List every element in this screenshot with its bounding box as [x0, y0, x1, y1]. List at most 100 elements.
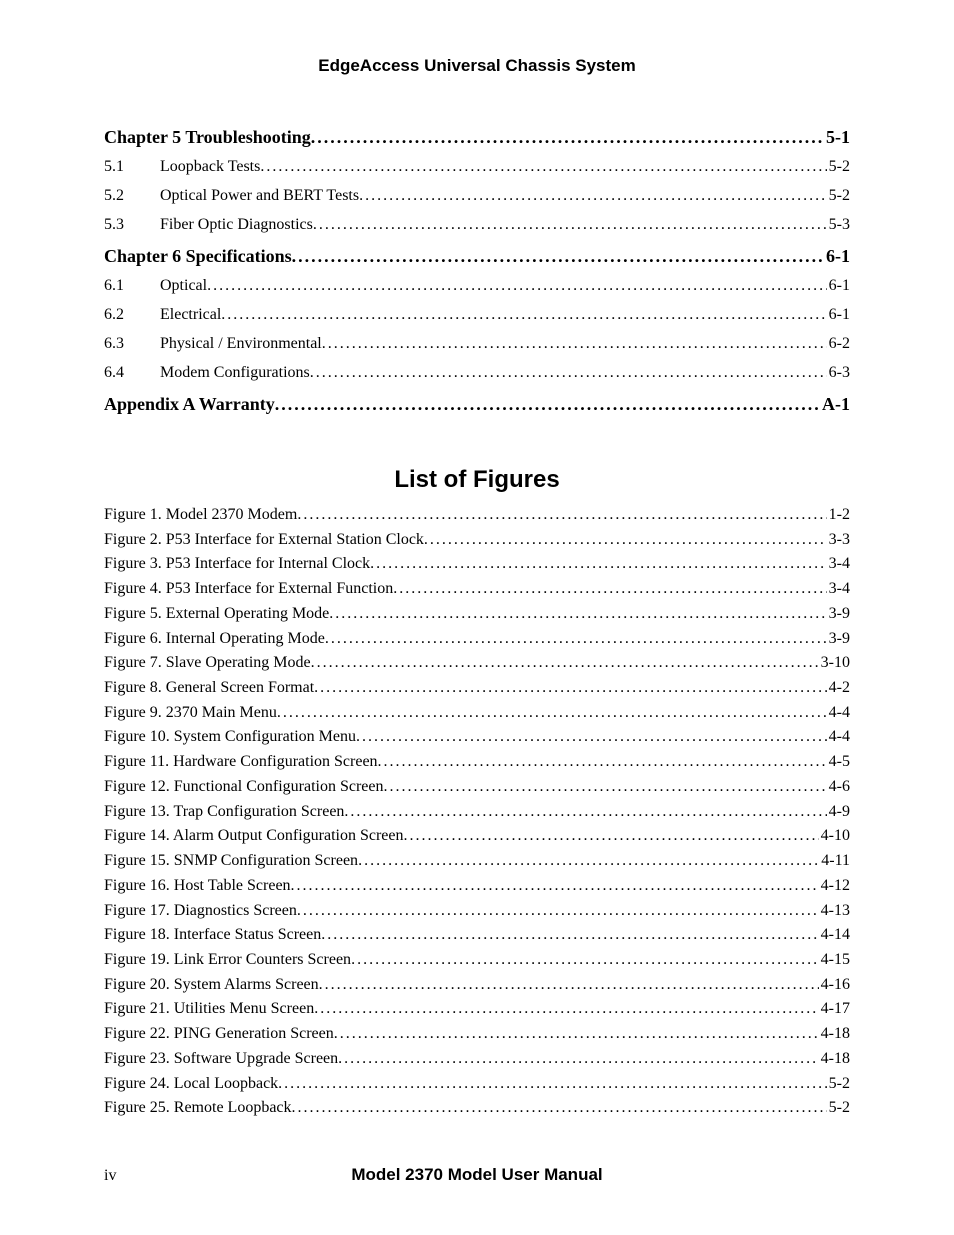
toc-chapter-page: 6-1 — [824, 243, 850, 270]
figure-row: Figure 12. Functional Configuration Scre… — [104, 776, 850, 799]
figure-label: Figure 23. Software Upgrade Screen — [104, 1048, 338, 1071]
figure-label: Figure 1. Model 2370 Modem — [104, 504, 297, 527]
toc-leader-dots — [311, 124, 824, 151]
figure-row: Figure 11. Hardware Configuration Screen… — [104, 751, 850, 774]
toc-item-label: Fiber Optic Diagnostics — [160, 213, 313, 237]
figure-label: Figure 22. PING Generation Screen — [104, 1023, 334, 1046]
figure-label: Figure 2. P53 Interface for External Sta… — [104, 529, 424, 552]
figure-row: Figure 4. P53 Interface for External Fun… — [104, 578, 850, 601]
figure-row: Figure 10. System Configuration Menu4-4 — [104, 726, 850, 749]
figure-label: Figure 19. Link Error Counters Screen — [104, 949, 351, 972]
figure-leader-dots — [297, 504, 826, 527]
figure-label: Figure 12. Functional Configuration Scre… — [104, 776, 384, 799]
figure-label: Figure 5. External Operating Mode — [104, 603, 329, 626]
toc-leader-dots — [221, 303, 826, 327]
page-header-title: EdgeAccess Universal Chassis System — [104, 56, 850, 76]
figure-leader-dots — [393, 578, 826, 601]
toc-item-page: 6-1 — [827, 274, 850, 298]
toc-leader-dots — [322, 332, 827, 356]
toc-leader-dots — [207, 274, 827, 298]
figure-row: Figure 25. Remote Loopback5-2 — [104, 1097, 850, 1120]
toc-leader-dots — [359, 184, 827, 208]
toc-item-row: 6.2Electrical6-1 — [104, 303, 850, 327]
figure-page: 4-6 — [827, 776, 850, 799]
page-footer: iv Model 2370 Model User Manual — [104, 1165, 850, 1185]
figure-label: Figure 21. Utilities Menu Screen — [104, 998, 314, 1021]
toc-chapter-label: Chapter 6 Specifications — [104, 243, 292, 270]
figure-row: Figure 22. PING Generation Screen4-18 — [104, 1023, 850, 1046]
figure-leader-dots — [329, 603, 826, 626]
figure-label: Figure 14. Alarm Output Configuration Sc… — [104, 825, 404, 848]
figure-page: 4-18 — [819, 1048, 850, 1071]
toc-leader-dots — [313, 213, 827, 237]
figure-page: 3-4 — [827, 553, 850, 576]
figure-row: Figure 1. Model 2370 Modem1-2 — [104, 504, 850, 527]
toc-item-row: 5.2Optical Power and BERT Tests5-2 — [104, 184, 850, 208]
toc-item-number: 6.3 — [104, 332, 160, 356]
toc-item-row: 6.1Optical6-1 — [104, 274, 850, 298]
toc-item-number: 6.4 — [104, 361, 160, 385]
figure-leader-dots — [277, 702, 827, 725]
toc-item-label: Physical / Environmental — [160, 332, 322, 356]
figure-label: Figure 16. Host Table Screen — [104, 875, 291, 898]
figure-label: Figure 7. Slave Operating Mode — [104, 652, 311, 675]
footer-page-number: iv — [104, 1167, 160, 1185]
toc-item-row: 6.4Modem Configurations6-3 — [104, 361, 850, 385]
toc-item-number: 5.2 — [104, 184, 160, 208]
figure-label: Figure 8. General Screen Format — [104, 677, 314, 700]
figure-leader-dots — [378, 751, 827, 774]
figure-page: 4-10 — [819, 825, 850, 848]
figure-leader-dots — [314, 677, 827, 700]
toc-item-page: 5-3 — [827, 213, 850, 237]
toc-chapter-page: A-1 — [820, 391, 850, 418]
toc-chapter-row: Appendix A Warranty A-1 — [104, 391, 850, 418]
figure-leader-dots — [325, 628, 827, 651]
figure-label: Figure 20. System Alarms Screen — [104, 974, 319, 997]
figure-leader-dots — [351, 949, 819, 972]
figure-row: Figure 24. Local Loopback5-2 — [104, 1073, 850, 1096]
toc-item-page: 6-1 — [827, 303, 850, 327]
list-of-figures-title: List of Figures — [104, 466, 850, 494]
toc-item-label: Electrical — [160, 303, 221, 327]
figure-page: 4-2 — [827, 677, 850, 700]
figure-label: Figure 10. System Configuration Menu — [104, 726, 356, 749]
figure-page: 4-14 — [819, 924, 850, 947]
figure-row: Figure 3. P53 Interface for Internal Clo… — [104, 553, 850, 576]
figure-leader-dots — [404, 825, 819, 848]
figure-leader-dots — [314, 998, 818, 1021]
figure-page: 4-12 — [819, 875, 850, 898]
figure-label: Figure 18. Interface Status Screen — [104, 924, 321, 947]
figure-leader-dots — [370, 553, 827, 576]
figure-row: Figure 21. Utilities Menu Screen4-17 — [104, 998, 850, 1021]
toc-leader-dots — [275, 391, 820, 418]
toc-chapter-row: Chapter 6 Specifications 6-1 — [104, 243, 850, 270]
figure-label: Figure 17. Diagnostics Screen — [104, 900, 297, 923]
figure-leader-dots — [344, 801, 826, 824]
figure-label: Figure 15. SNMP Configuration Screen — [104, 850, 358, 873]
toc-item-number: 5.3 — [104, 213, 160, 237]
figure-page: 3-3 — [827, 529, 850, 552]
toc-item-label: Optical — [160, 274, 207, 298]
toc-chapter-label: Appendix A Warranty — [104, 391, 275, 418]
figure-leader-dots — [291, 875, 819, 898]
figure-row: Figure 16. Host Table Screen 4-12 — [104, 875, 850, 898]
toc-leader-dots — [310, 361, 827, 385]
figure-page: 3-9 — [827, 628, 850, 651]
figure-leader-dots — [319, 974, 819, 997]
figure-row: Figure 19. Link Error Counters Screen4-1… — [104, 949, 850, 972]
figure-label: Figure 4. P53 Interface for External Fun… — [104, 578, 393, 601]
toc-item-label: Modem Configurations — [160, 361, 310, 385]
figure-page: 5-2 — [827, 1073, 850, 1096]
figure-leader-dots — [292, 1097, 827, 1120]
figure-row: Figure 8. General Screen Format 4-2 — [104, 677, 850, 700]
toc-leader-dots — [260, 155, 826, 179]
figure-row: Figure 7. Slave Operating Mode 3-10 — [104, 652, 850, 675]
figure-page: 3-10 — [819, 652, 850, 675]
page: EdgeAccess Universal Chassis System Chap… — [0, 0, 954, 1235]
figure-page: 4-9 — [827, 801, 850, 824]
figure-leader-dots — [424, 529, 827, 552]
figure-label: Figure 6. Internal Operating Mode — [104, 628, 325, 651]
toc-item-row: 6.3Physical / Environmental6-2 — [104, 332, 850, 356]
toc-item-page: 5-2 — [827, 184, 850, 208]
figure-page: 3-9 — [827, 603, 850, 626]
